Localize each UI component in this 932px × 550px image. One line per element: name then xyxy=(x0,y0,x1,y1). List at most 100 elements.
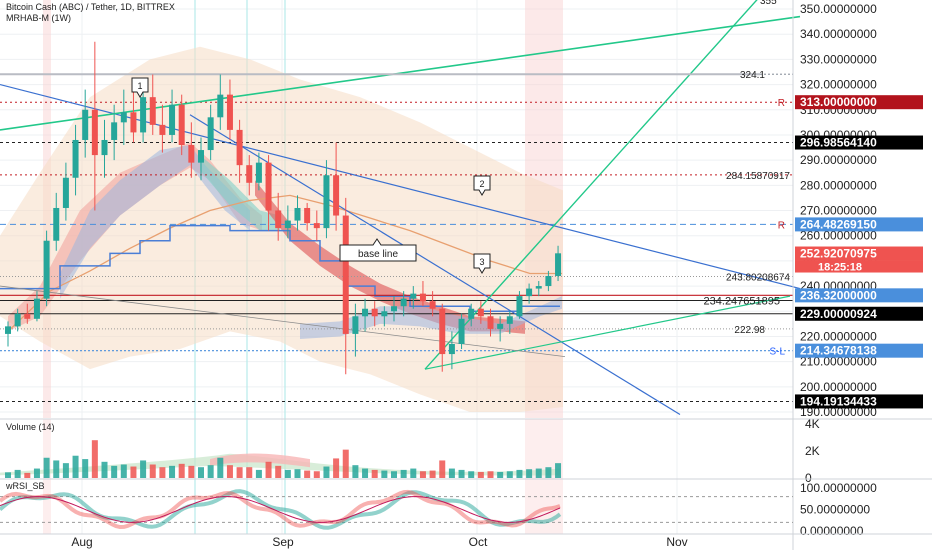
volume-bar xyxy=(82,459,89,478)
price-badge-label: 313.00000000 xyxy=(800,95,877,109)
ma-ribbon-red2 xyxy=(255,180,525,334)
volume-bar xyxy=(111,465,118,478)
volume-bar xyxy=(62,463,69,478)
candle-body xyxy=(169,104,176,135)
price-tick: 330.00000000 xyxy=(800,52,877,66)
price-tick: 190.00000000 xyxy=(800,405,877,419)
volume-bar xyxy=(391,471,397,478)
candle-body xyxy=(526,288,533,297)
volume-bar xyxy=(429,470,436,478)
volume-bar xyxy=(5,472,11,478)
level-marker: R xyxy=(778,220,785,231)
indicator-title: MRHAB-M (1W) xyxy=(6,13,71,23)
volume-bar xyxy=(333,458,340,478)
candle-body xyxy=(448,343,455,355)
volume-bar xyxy=(207,465,214,478)
price-badge-label: 252.92070975 xyxy=(800,247,877,261)
volume-bar xyxy=(72,455,79,478)
candle-body xyxy=(43,240,50,299)
candle-body xyxy=(535,286,542,289)
price-badge-label: 229.00000924 xyxy=(800,307,877,321)
volume-bar xyxy=(246,467,253,478)
volume-bar xyxy=(313,471,320,478)
rsi-wave-red xyxy=(0,489,561,530)
callout-2: 2 xyxy=(473,175,491,196)
candle-body xyxy=(516,296,523,317)
volume-bar xyxy=(130,466,137,478)
price-badge xyxy=(795,306,923,321)
volume-bar xyxy=(419,471,426,478)
volume-bar xyxy=(487,471,494,478)
time-tick: Sep xyxy=(272,535,294,549)
candle-body xyxy=(72,139,79,178)
volume-tick: 2K xyxy=(805,444,820,458)
callout-1-box xyxy=(131,77,149,98)
volume-band xyxy=(0,453,560,476)
volume-bar xyxy=(294,469,301,478)
price-tick: 350.00000000 xyxy=(800,2,877,16)
volume-bar xyxy=(14,469,21,478)
price-badge-label: 194.19134433 xyxy=(800,394,877,408)
volume-bar xyxy=(526,469,533,478)
level-label: 324.1 xyxy=(740,70,765,81)
candle-body xyxy=(391,306,397,312)
volume-bar xyxy=(439,460,446,478)
price-tick: 280.00000000 xyxy=(800,178,877,192)
price-tick: 290.00000000 xyxy=(800,153,877,167)
candle-body xyxy=(429,301,436,309)
candle-body xyxy=(53,207,60,241)
candle-body xyxy=(91,109,98,156)
volume-bar xyxy=(381,470,388,478)
callout-1: 1 xyxy=(131,77,149,98)
price-badge-label: 296.98564140 xyxy=(800,136,877,150)
candle-body xyxy=(313,223,320,229)
price-axis: 190.00000000 200.00000000 210.00000000 220.… xyxy=(792,0,923,550)
volume-bar xyxy=(304,470,311,478)
rsi-tick: 50.00000000 xyxy=(800,503,870,517)
candle-body xyxy=(255,162,262,183)
price-badge-label: 214.34678138 xyxy=(800,344,877,358)
candle-body xyxy=(362,308,369,317)
candle-body xyxy=(198,150,204,163)
price-badge xyxy=(795,246,923,261)
rsi-title: wRSI_SB xyxy=(5,481,45,491)
volume-bar xyxy=(506,471,513,478)
base-line-label: base line xyxy=(358,249,398,260)
volume-bar xyxy=(284,469,291,478)
candle-body xyxy=(140,97,147,133)
price-badge-label: 236.32000000 xyxy=(800,288,877,302)
price-badge xyxy=(795,217,923,232)
volume-bar xyxy=(24,472,31,478)
price-tick: 260.00000000 xyxy=(800,229,877,243)
volume-bar xyxy=(149,464,156,478)
rsi-tick: 100.00000000 xyxy=(800,481,877,495)
level-label: 234.247651895 xyxy=(704,296,780,308)
candle-body xyxy=(419,293,426,302)
price-tick: 210.00000000 xyxy=(800,355,877,369)
candle-body xyxy=(188,145,195,163)
countdown-badge xyxy=(795,260,923,273)
volume-band-red xyxy=(210,453,310,468)
level-label: 284.15870917 xyxy=(726,171,790,182)
volume-tick: 0 xyxy=(805,471,812,485)
candle-body xyxy=(275,210,282,229)
candle-body xyxy=(352,316,359,334)
candle-body xyxy=(284,220,291,229)
level-marker: R xyxy=(778,98,785,109)
ma-ribbon-teal xyxy=(200,155,280,231)
time-tick: Nov xyxy=(666,535,687,549)
candle-body xyxy=(477,308,484,317)
rsi-wave-green xyxy=(0,489,562,530)
volume-bar xyxy=(458,469,465,478)
price-tick: 340.00000000 xyxy=(800,27,877,41)
price-badge xyxy=(795,288,923,303)
volume-bar xyxy=(255,469,262,478)
volume-bar xyxy=(371,469,378,478)
level-label: 243.80208674 xyxy=(726,272,790,283)
trend-line xyxy=(0,285,566,357)
price-tick: 200.00000000 xyxy=(800,380,877,394)
top-cut-label: 355 xyxy=(760,0,777,7)
volume-bar xyxy=(545,467,552,478)
